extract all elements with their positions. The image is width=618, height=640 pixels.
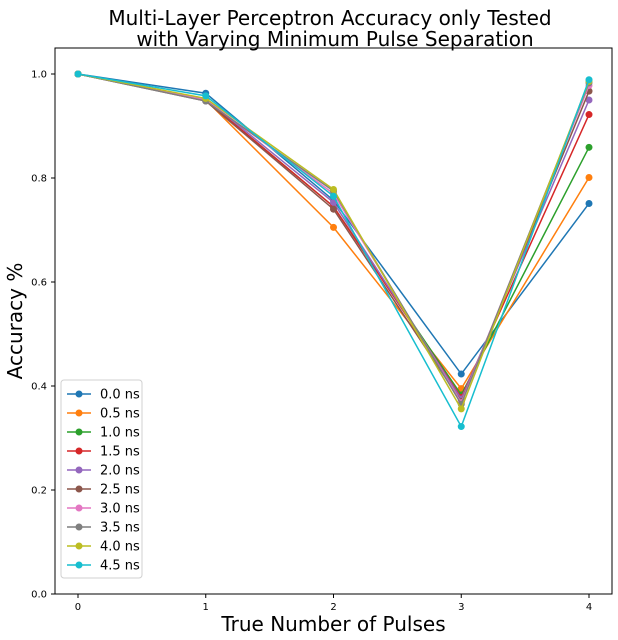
legend-item: 3.5 ns [67, 521, 140, 536]
y-tick-label: 0.4 [31, 382, 47, 393]
data-point [330, 205, 337, 213]
legend-label: 1.5 ns [100, 445, 140, 460]
data-point [585, 173, 593, 181]
legend-label: 2.0 ns [100, 464, 140, 479]
series-4-0-ns [74, 70, 593, 413]
chart-title-line-2: with Varying Minimum Pulse Separation [136, 27, 534, 51]
legend-item: 2.5 ns [67, 483, 140, 498]
legend-label: 4.0 ns [100, 540, 140, 555]
legend-item: 4.5 ns [67, 559, 140, 574]
series-1-0-ns [74, 70, 593, 399]
y-axis-ticks: 0.0 0.2 0.4 0.6 0.8 1.0 [31, 70, 55, 601]
series-line [77, 73, 590, 404]
data-point [457, 370, 465, 378]
series-1-5-ns [74, 70, 593, 401]
x-tick-label: 1 [203, 602, 209, 613]
legend-item: 3.0 ns [67, 502, 140, 517]
x-tick-label: 4 [586, 602, 592, 613]
legend-item: 1.5 ns [67, 445, 140, 460]
series-line [77, 73, 590, 397]
data-point [74, 70, 82, 78]
legend-label: 1.0 ns [100, 426, 140, 441]
series-3-0-ns [74, 70, 593, 407]
data-point [585, 76, 593, 84]
legend-label: 4.5 ns [100, 559, 140, 574]
series-0-5-ns [74, 70, 593, 393]
series-line [77, 73, 590, 429]
legend-marker [75, 447, 83, 455]
legend-marker [75, 561, 83, 569]
data-point [457, 423, 465, 431]
legend-label: 2.5 ns [100, 483, 140, 498]
data-point [330, 223, 337, 231]
series-line [77, 73, 590, 399]
data-point [330, 192, 337, 200]
series-layer [74, 70, 593, 431]
legend-item: 0.5 ns [67, 407, 140, 422]
x-axis-ticks: 0 1 2 3 4 [75, 594, 592, 613]
legend: 0.0 ns 0.5 ns 1.0 ns 1.5 ns 2.0 ns 2.5 ns 3.0 … [60, 379, 143, 579]
legend-marker [75, 485, 83, 493]
x-axis-label: True Number of Pulses [220, 612, 445, 636]
chart-title-line-1: Multi-Layer Perceptron Accuracy only Tes… [108, 6, 552, 30]
x-tick-label: 0 [75, 602, 81, 613]
legend-label: 3.5 ns [100, 521, 140, 536]
y-tick-label: 0.2 [31, 486, 47, 497]
legend-label: 3.0 ns [100, 502, 140, 517]
legend-marker [75, 428, 83, 436]
legend-item: 2.0 ns [67, 464, 140, 479]
data-point [330, 185, 337, 193]
legend-marker [75, 542, 83, 550]
y-tick-label: 0.6 [31, 278, 47, 289]
series-line [77, 73, 590, 405]
series-line [77, 73, 590, 411]
series-2-5-ns [74, 70, 593, 406]
legend-marker [75, 390, 83, 398]
data-point [585, 111, 593, 119]
legend-marker [75, 409, 83, 417]
data-point [457, 405, 465, 413]
series-4-5-ns [74, 70, 593, 431]
y-tick-label: 1.0 [31, 70, 47, 81]
data-point [585, 199, 593, 207]
legend-marker [75, 466, 83, 474]
data-point [585, 96, 593, 104]
legend-marker [75, 523, 83, 531]
series-line [77, 73, 590, 406]
legend-label: 0.0 ns [100, 388, 140, 403]
legend-label: 0.5 ns [100, 407, 140, 422]
series-line [77, 73, 590, 401]
y-tick-label: 0.0 [31, 590, 47, 601]
data-point [202, 92, 210, 100]
y-tick-label: 0.8 [31, 174, 47, 185]
legend-item: 4.0 ns [67, 540, 140, 555]
legend-marker [75, 504, 83, 512]
x-tick-label: 3 [458, 602, 464, 613]
series-2-0-ns [74, 70, 593, 403]
data-point [585, 143, 593, 151]
series-line [77, 73, 590, 390]
legend-item: 1.0 ns [67, 426, 140, 441]
legend-item: 0.0 ns [67, 388, 140, 403]
y-axis-label: Accuracy % [3, 263, 27, 380]
series-3-5-ns [74, 70, 593, 408]
x-tick-label: 2 [330, 602, 336, 613]
